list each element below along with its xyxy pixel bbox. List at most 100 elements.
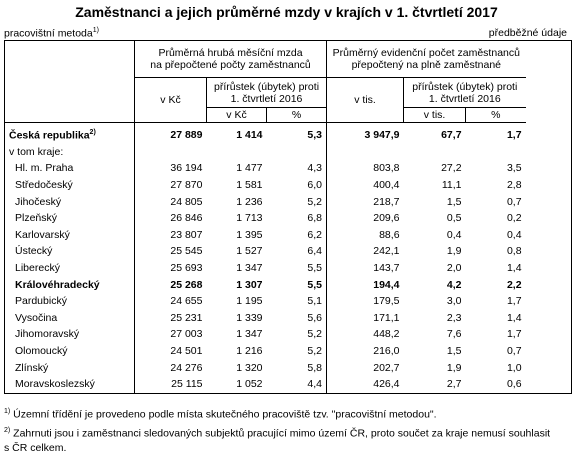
footnote-mark: 2) [90,129,96,136]
wage-table: Průměrná hrubá měsíční mzda na přepočten… [4,40,572,394]
cell-employees-pct: 1,4 [466,260,526,277]
cell-wage-diff: 1 477 [207,160,267,177]
cell-employees-diff: 2,7 [404,376,466,393]
cell-wage-diff: 1 320 [207,359,267,376]
row-name: Středočeský [5,177,135,194]
cell-wage: 24 805 [135,193,207,210]
header-employee-change: přírůstek (úbytek) proti 1. čtvrtletí 20… [404,78,526,108]
cell-employees-diff: 2,0 [404,260,466,277]
cell-employees-pct: 0,6 [466,376,526,393]
method-note-text: pracovištní metoda [4,28,93,40]
footnote-text: Zahrnuti jsou i zaměstnanci sledovaných … [13,427,550,439]
cell-wage-pct: 4,4 [267,376,327,393]
row-name-text: Česká republika [9,130,90,142]
cell-wage-pct: 5,6 [267,310,327,327]
cell-employees: 448,2 [327,326,404,343]
cell-wage-pct: 5,3 [267,123,327,144]
footnote-mark: 1) [4,408,10,415]
cell-employees: 216,0 [327,343,404,360]
cell-employees-diff: 11,1 [404,177,466,194]
row-name: Olomoucký [5,343,135,360]
cell-wage: 25 545 [135,243,207,260]
cell-wage-pct: 5,2 [267,193,327,210]
cell-wage-pct: 5,1 [267,293,327,310]
cell-employees: 194,4 [327,276,404,293]
header-employee-group: Průměrný evidenční počet zaměstnanců pře… [327,41,526,78]
table-row-subheading: v tom kraje: [5,144,572,161]
cell-employees: 179,5 [327,293,404,310]
subheading: v tom kraje: [5,144,135,161]
cell-employees-pct: 0,7 [466,343,526,360]
cell-employees-diff: 1,9 [404,359,466,376]
cell-wage-diff: 1 307 [207,276,267,293]
cell-wage-diff: 1 581 [207,177,267,194]
cell-wage-diff: 1 395 [207,227,267,244]
cell-employees-diff: 2,3 [404,310,466,327]
cell-wage-pct: 6,4 [267,243,327,260]
cell-wage-pct: 6,2 [267,227,327,244]
cell-wage: 24 655 [135,293,207,310]
cell-employees: 426,4 [327,376,404,393]
cell-wage-pct: 5,2 [267,343,327,360]
cell-employees-pct: 1,0 [466,359,526,376]
cell-employees: 3 947,9 [327,123,404,144]
footnote-1: 1) Územní třídění je provedeno podle mís… [4,404,569,423]
cell-employees-pct: 1,7 [466,123,526,144]
cell-wage-diff: 1 195 [207,293,267,310]
row-name: Karlovarský [5,227,135,244]
cell-employees-diff: 3,0 [404,293,466,310]
header-wage-change-kc: v Kč [207,108,267,123]
method-note: pracovištní metoda1) [4,27,99,40]
cell-wage-pct: 5,2 [267,326,327,343]
cell-employees-diff: 4,2 [404,276,466,293]
row-name: Zlínský [5,359,135,376]
header-employee-unit: v tis. [327,78,404,123]
cell-wage-diff: 1 414 [207,123,267,144]
cell-employees: 171,1 [327,310,404,327]
header-wage-change: přírůstek (úbytek) proti 1. čtvrtletí 20… [207,78,327,108]
cell-wage-diff: 1 713 [207,210,267,227]
cell-employees-pct: 2,8 [466,177,526,194]
cell-wage: 27 003 [135,326,207,343]
cell-wage: 25 115 [135,376,207,393]
cell-employees-pct: 0,4 [466,227,526,244]
cell-employees-diff: 1,5 [404,343,466,360]
row-name: Česká republika2) [5,123,135,144]
cell-wage-diff: 1 052 [207,376,267,393]
cell-wage: 26 846 [135,210,207,227]
cell-employees-pct: 1,4 [466,310,526,327]
cell-employees: 143,7 [327,260,404,277]
cell-wage: 23 807 [135,227,207,244]
header-region [5,41,135,123]
row-name: Královéhradecký [5,276,135,293]
cell-employees: 400,4 [327,177,404,194]
cell-employees-pct: 0,8 [466,243,526,260]
cell-employees: 202,7 [327,359,404,376]
cell-employees-diff: 67,7 [404,123,466,144]
cell-wage: 25 231 [135,310,207,327]
cell-employees-pct: 1,7 [466,293,526,310]
cell-employees-pct: 2,2 [466,276,526,293]
cell-wage-pct: 5,8 [267,359,327,376]
header-wage-unit: v Kč [135,78,207,123]
row-name: Hl. m. Praha [5,160,135,177]
cell-employees: 209,6 [327,210,404,227]
footnote-mark: 2) [4,427,10,434]
cell-employees-diff: 0,5 [404,210,466,227]
header-employee-change-tis: v tis. [404,108,466,123]
cell-employees-pct: 0,2 [466,210,526,227]
footnote-mark: 1) [93,27,99,34]
cell-employees-pct: 1,7 [466,326,526,343]
cell-employees-pct: 0,7 [466,193,526,210]
cell-employees-diff: 0,4 [404,227,466,244]
